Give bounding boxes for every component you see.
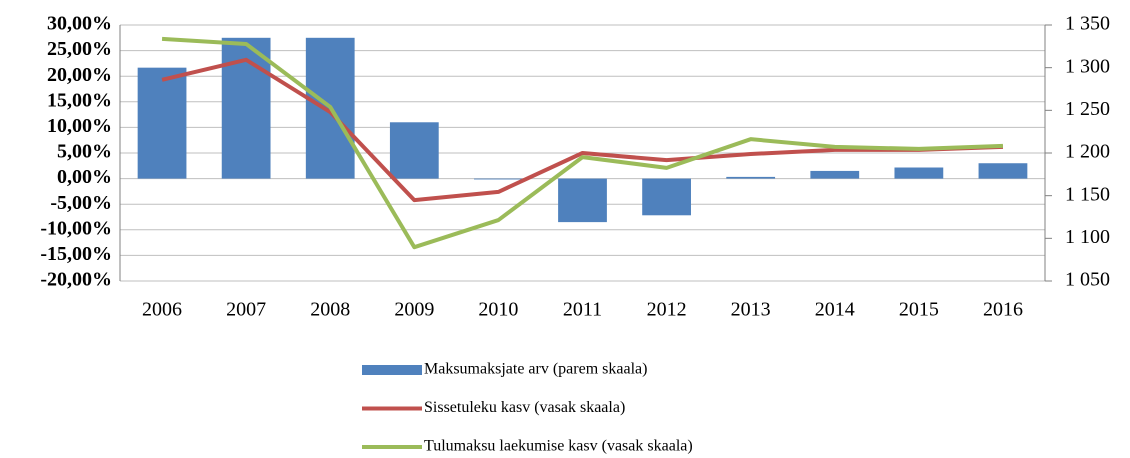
y-tick-label: 5,00% [57,141,112,163]
y2-tick-label: 1 050 [1065,269,1110,291]
legend-swatch [362,365,422,375]
y-tick-label: 25,00% [47,38,112,60]
legend-label: Sissetuleku kasv (vasak skaala) [424,399,625,416]
bar [978,163,1028,179]
legend-label: Maksumaksjate arv (parem skaala) [424,361,647,378]
y2-tick-label: 1 300 [1065,55,1110,77]
bar [137,67,187,179]
bar [726,176,776,179]
y-tick-label: -20,00% [40,269,112,291]
y-tick-label: -15,00% [40,243,112,265]
x-tick-label: 2012 [647,299,687,321]
x-tick-label: 2011 [563,299,602,321]
bar [810,170,860,179]
y2-tick-label: 1 100 [1065,226,1110,248]
line [161,57,1004,203]
bar [894,167,944,179]
bar [474,178,523,180]
y2-tick-label: 1 150 [1065,183,1110,205]
y2-tick-label: 1 200 [1065,141,1110,163]
x-tick-label: 2007 [226,299,266,321]
bar [389,122,439,179]
x-tick-label: 2015 [899,299,939,321]
y-tick-label: 0,00% [57,166,112,188]
bar [558,178,607,223]
y-tick-label: 15,00% [47,89,112,111]
x-tick-label: 2016 [983,299,1023,321]
x-tick-label: 2006 [142,299,182,321]
bar [642,178,691,216]
legend-label: Tulumaksu laekumise kasv (vasak skaala) [424,438,693,455]
y2-tick-label: 1 350 [1065,13,1110,35]
x-tick-label: 2014 [815,299,855,321]
x-tick-label: 2010 [478,299,518,321]
line [161,36,1004,250]
x-tick-label: 2013 [731,299,771,321]
x-tick-label: 2009 [394,299,434,321]
y-tick-label: 10,00% [47,115,112,137]
y-tick-label: -10,00% [40,217,112,239]
x-tick-label: 2008 [310,299,350,321]
y-tick-label: 20,00% [47,64,112,86]
y-tick-label: 30,00% [47,13,112,35]
y2-tick-label: 1 250 [1065,98,1110,120]
y-tick-label: -5,00% [50,192,112,214]
